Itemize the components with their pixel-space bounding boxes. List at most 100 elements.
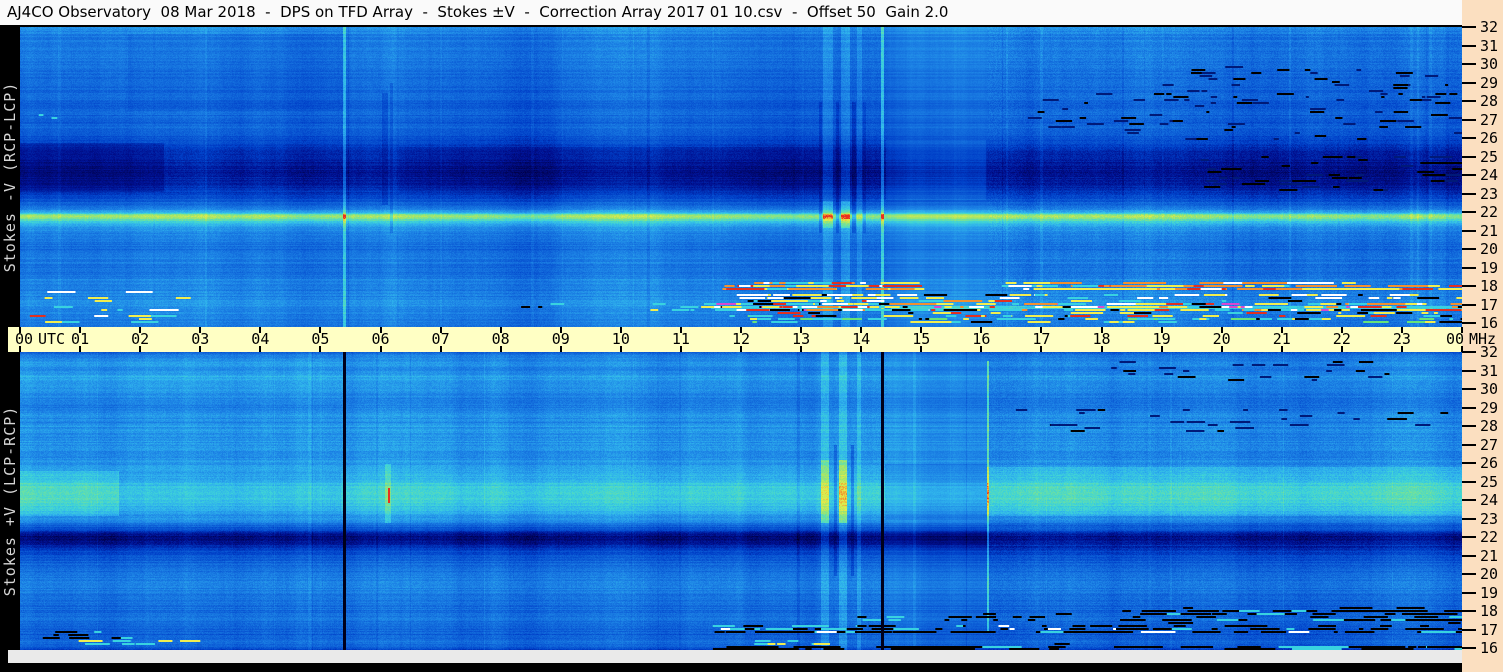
freq-tick-label: 25: [1480, 472, 1499, 491]
time-tick-label: 08: [491, 330, 510, 348]
freq-tick: [1462, 44, 1476, 47]
freq-tick: [1462, 628, 1476, 631]
freq-tick-label: 18: [1480, 602, 1499, 620]
bottom-strip: [8, 650, 1462, 663]
time-tick: [199, 346, 202, 352]
freq-tick: [1462, 229, 1476, 232]
time-tick-label: 03: [191, 330, 210, 348]
time-tick: [259, 346, 262, 352]
freq-tick: [1462, 647, 1476, 649]
time-tick-label: 21: [1272, 330, 1291, 348]
time-tick-label: 00: [1445, 330, 1465, 348]
time-tick-label: 15: [912, 330, 931, 348]
freq-tick: [1462, 591, 1476, 594]
freq-tick-label: 23: [1480, 184, 1499, 203]
time-tick-label: 23: [1392, 330, 1411, 348]
freq-tick: [1462, 443, 1476, 446]
freq-tick-label: 20: [1480, 240, 1499, 258]
time-tick: [1160, 346, 1163, 352]
time-tick: [139, 327, 142, 333]
time-tick: [559, 327, 562, 333]
freq-tick-label: 20: [1480, 565, 1499, 583]
time-tick-label: 02: [131, 330, 150, 348]
time-tick: [199, 327, 202, 333]
time-tick: [1040, 346, 1043, 352]
stokes-minus-v-label: Stokes -V (RCP-LCP): [1, 81, 19, 273]
time-tick-label: 10: [611, 330, 630, 348]
time-tick: [800, 346, 803, 352]
time-tick: [920, 346, 923, 352]
time-tick: [439, 346, 442, 352]
time-tick: [19, 327, 21, 333]
freq-tick-label: 31: [1480, 36, 1499, 55]
freq-tick-label: 23: [1480, 509, 1499, 528]
freq-tick-label: 24: [1480, 166, 1499, 184]
freq-tick-label: 24: [1480, 491, 1499, 509]
freq-tick: [1462, 388, 1476, 390]
time-tick: [379, 327, 382, 333]
time-tick: [1220, 327, 1223, 333]
y-axis-label-bottom-wrap: Stokes +V (LCP-RCP): [0, 352, 20, 650]
time-tick: [1400, 327, 1403, 333]
time-tick: [1461, 327, 1463, 333]
time-tick: [1340, 327, 1343, 333]
freq-tick-label: 18: [1480, 277, 1499, 295]
spectrogram-canvas-stokes-minus-v: [20, 27, 1462, 327]
time-tick: [860, 327, 863, 333]
freq-tick-label: 30: [1480, 380, 1499, 398]
time-tick: [800, 327, 803, 333]
time-tick: [139, 346, 142, 352]
freq-tick-label: 19: [1480, 583, 1499, 602]
freq-tick: [1462, 81, 1476, 84]
time-tick: [679, 327, 682, 333]
freq-tick: [1462, 322, 1476, 324]
time-axis-band: UTC 00 01 02 03 04 05 06 07 08 09 10 11 12 13 14 15 16 17…: [8, 327, 1465, 352]
freq-tick: [1462, 248, 1476, 250]
time-tick-label: 20: [1212, 330, 1231, 348]
time-tick-label: 01: [71, 330, 90, 348]
freq-tick: [1462, 406, 1476, 409]
time-tick: [740, 327, 742, 333]
freq-tick: [1462, 425, 1476, 427]
time-tick-label: 09: [551, 330, 570, 348]
time-tick-label: 19: [1152, 330, 1171, 348]
freq-tick: [1462, 100, 1476, 102]
page-title: AJ4CO Observatory 08 Mar 2018 - DPS on T…: [7, 3, 949, 21]
time-tick: [920, 327, 923, 333]
time-tick-label: 22: [1332, 330, 1351, 348]
freq-tick-label: 29: [1480, 73, 1499, 92]
freq-tick: [1462, 266, 1476, 269]
time-tick: [1461, 346, 1463, 352]
time-tick: [1400, 346, 1403, 352]
freq-tick-label: 16: [1480, 639, 1499, 657]
time-tick-label: 16: [972, 330, 991, 348]
freq-tick-label: 19: [1480, 258, 1499, 277]
time-tick: [1100, 346, 1103, 352]
time-tick-label: 00: [14, 330, 34, 348]
freq-tick-label: 26: [1480, 129, 1499, 147]
spectrogram-canvas-stokes-plus-v: [20, 352, 1462, 650]
freq-tick: [1462, 554, 1476, 557]
freq-tick: [1462, 573, 1476, 575]
time-tick: [619, 346, 622, 352]
freq-tick: [1462, 351, 1476, 353]
time-tick: [980, 346, 983, 352]
time-tick: [19, 346, 21, 352]
freq-tick-label: 17: [1480, 620, 1499, 639]
freq-tick: [1462, 536, 1476, 538]
freq-tick: [1462, 155, 1476, 158]
stokes-plus-v-label: Stokes +V (LCP-RCP): [1, 405, 19, 597]
time-tick: [499, 346, 502, 352]
time-tick: [79, 327, 82, 333]
time-tick: [1040, 327, 1043, 333]
time-tick: [379, 346, 382, 352]
freq-tick-label: 22: [1480, 203, 1499, 221]
freq-tick-label: 30: [1480, 55, 1499, 73]
time-tick-label: 06: [371, 330, 390, 348]
freq-tick-label: 16: [1480, 314, 1499, 332]
freq-tick-label: 26: [1480, 454, 1499, 472]
freq-tick-label: 17: [1480, 295, 1499, 314]
freq-tick: [1462, 26, 1476, 28]
time-tick: [79, 346, 82, 352]
